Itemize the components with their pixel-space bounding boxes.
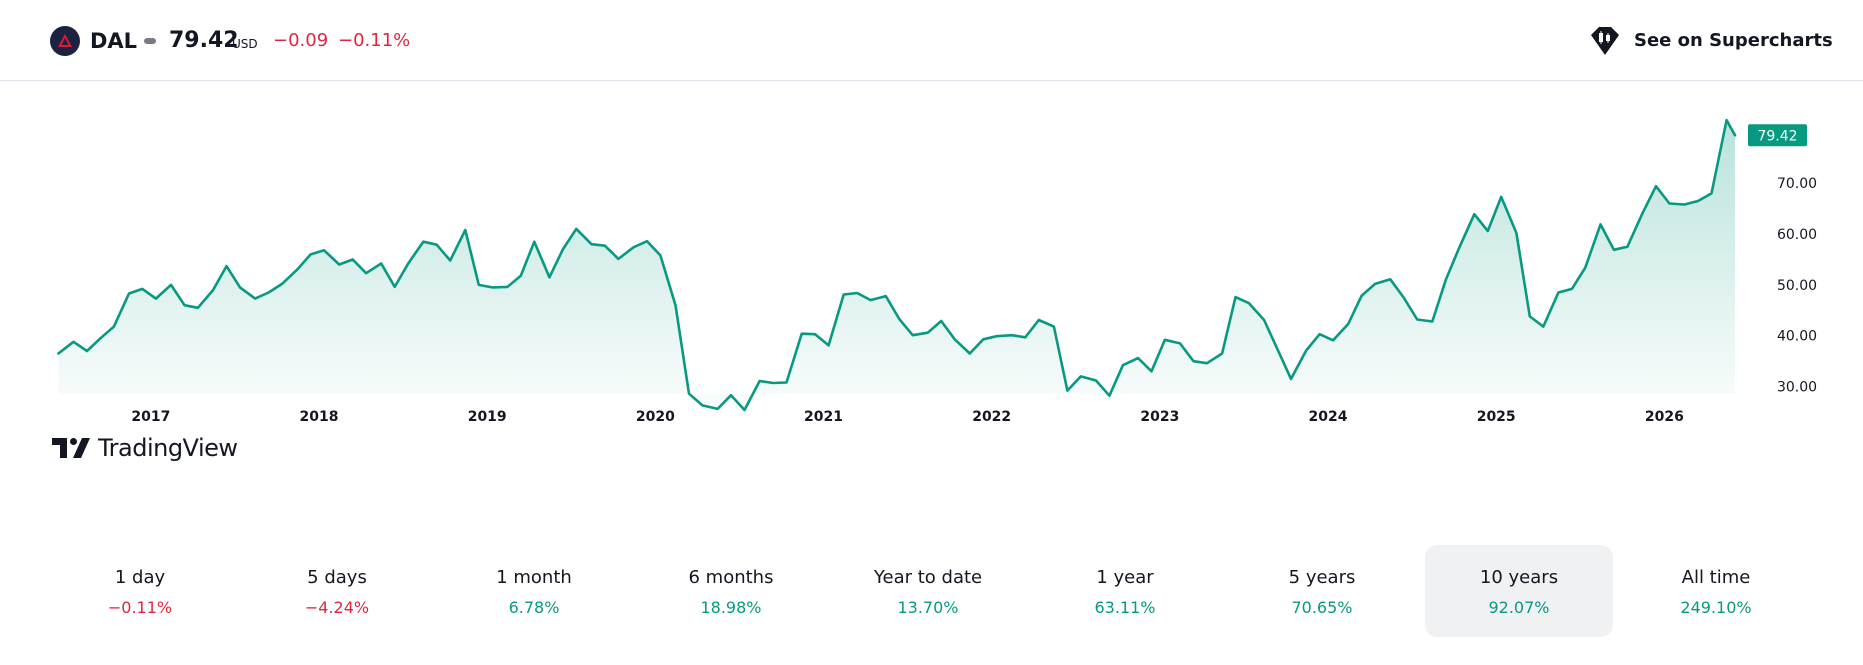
period-tab[interactable]: Year to date 13.70% (834, 545, 1022, 637)
period-change: 92.07% (1488, 598, 1550, 617)
period-change: −4.24% (304, 598, 370, 617)
y-tick-label: 30.00 (1777, 380, 1817, 396)
y-axis: 30.00 40.00 50.00 60.00 70.00 (1777, 176, 1817, 395)
period-change: 70.65% (1291, 598, 1353, 617)
period-change: 63.11% (1094, 598, 1156, 617)
series-line (57, 118, 1737, 412)
period-change: −0.11% (107, 598, 173, 617)
x-tick-label: 2022 (972, 409, 1011, 425)
y-tick-label: 70.00 (1777, 176, 1817, 192)
period-label: All time (1681, 567, 1751, 588)
x-tick-label: 2017 (131, 409, 170, 425)
price-change-percent: −0.11% (338, 30, 411, 51)
period-tab[interactable]: 5 days −4.24% (243, 545, 431, 637)
period-change: 249.10% (1680, 598, 1752, 617)
delta-logo-icon[interactable] (50, 26, 80, 56)
tradingview-logo-icon (52, 438, 90, 458)
last-price-tag: 79.42 (1748, 124, 1807, 147)
x-tick-label: 2019 (468, 409, 507, 425)
symbol-ticker[interactable]: DAL (90, 29, 138, 53)
period-label: 1 year (1096, 567, 1154, 588)
period-label: 10 years (1479, 567, 1559, 588)
x-tick-label: 2021 (804, 409, 843, 425)
x-tick-label: 2023 (1140, 409, 1179, 425)
x-tick-label: 2026 (1645, 409, 1684, 425)
period-label: Year to date (873, 567, 983, 588)
x-tick-label: 2024 (1309, 409, 1348, 425)
currency-label: USD (232, 37, 258, 51)
market-status-dot (144, 38, 156, 44)
tradingview-watermark[interactable]: TradingView (52, 433, 282, 463)
last-price-tag-label: 79.42 (1757, 128, 1797, 144)
supercharts-label: See on Supercharts (1634, 30, 1833, 51)
period-tab[interactable]: All time 249.10% (1622, 545, 1810, 637)
period-tab[interactable]: 1 year 63.11% (1031, 545, 1219, 637)
period-tab[interactable]: 5 years 70.65% (1228, 545, 1416, 637)
period-tab[interactable]: 10 years 92.07% (1425, 545, 1613, 637)
last-price: 79.42 (169, 28, 239, 53)
y-tick-label: 50.00 (1777, 278, 1817, 294)
period-change: 18.98% (700, 598, 762, 617)
period-tab[interactable]: 1 month 6.78% (440, 545, 628, 637)
period-label: 1 month (496, 567, 572, 588)
area-fill (58, 120, 1735, 410)
period-label: 6 months (688, 567, 774, 588)
x-tick-label: 2020 (636, 409, 675, 425)
period-tab[interactable]: 6 months 18.98% (637, 545, 825, 637)
period-change: 6.78% (508, 598, 560, 617)
tradingview-supercharts-icon (1591, 27, 1619, 55)
y-tick-label: 40.00 (1777, 329, 1817, 345)
period-tab[interactable]: 1 day −0.11% (46, 545, 234, 637)
period-label: 5 days (307, 567, 367, 588)
x-tick-label: 2018 (300, 409, 339, 425)
period-change: 13.70% (897, 598, 959, 617)
price-change: −0.09 (273, 30, 329, 51)
tradingview-wordmark: TradingView (98, 434, 238, 462)
header-bar: DAL 79.42 USD −0.09 −0.11% See on Superc… (0, 0, 1863, 81)
see-on-supercharts-link[interactable]: See on Supercharts (1588, 22, 1833, 60)
period-performance-bar: 1 day −0.11% 5 days −4.24% 1 month 6.78% 6 mon… (46, 545, 1826, 637)
x-tick-label: 2025 (1477, 409, 1516, 425)
y-tick-label: 60.00 (1777, 227, 1817, 243)
x-axis: 2017 2018 2019 2020 2021 2022 2023 2024 2025 2026 (131, 409, 1683, 425)
period-label: 5 years (1288, 567, 1356, 588)
period-label: 1 day (114, 567, 166, 588)
